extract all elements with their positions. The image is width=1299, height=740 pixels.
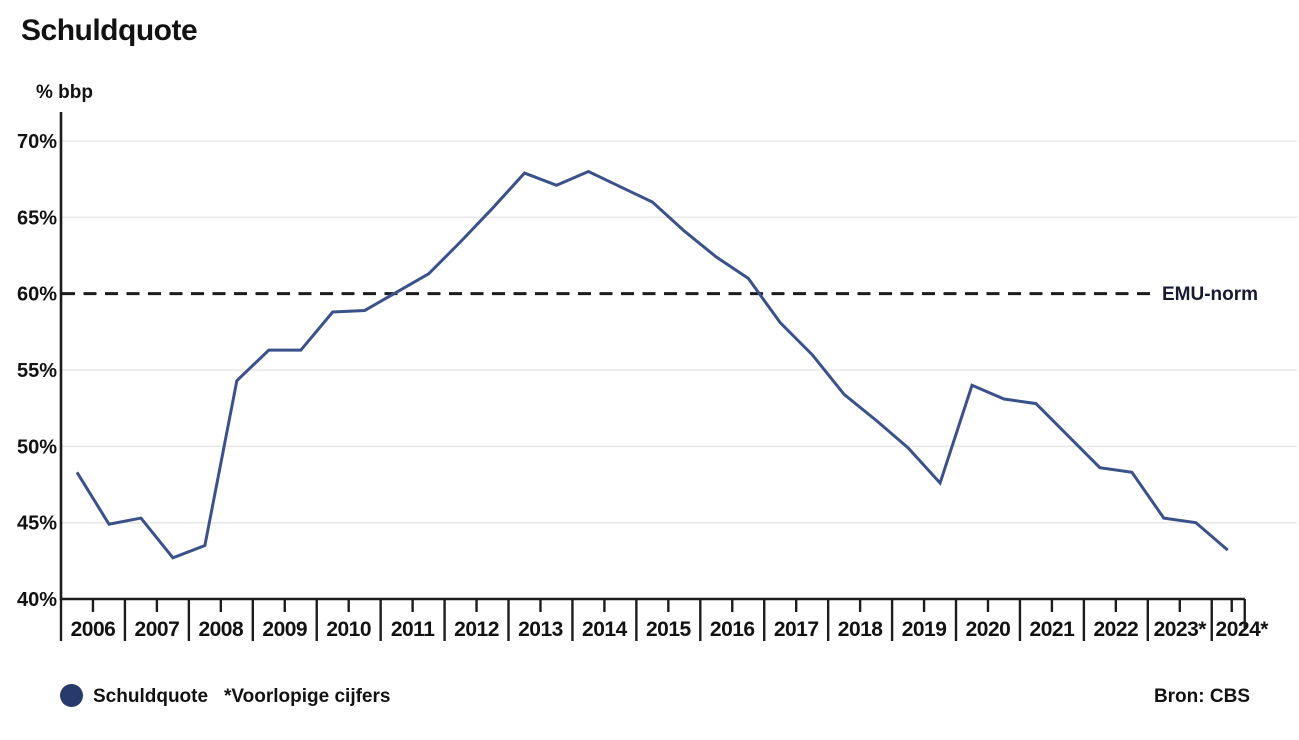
x-year-label: 2007 (135, 618, 180, 641)
preliminary-figures-note: *Voorlopige cijfers (224, 686, 391, 707)
x-year-label: 2020 (966, 618, 1011, 641)
x-year-label: 2023* (1154, 618, 1208, 641)
x-year-label: 2015 (646, 618, 692, 641)
legend-dot-icon (60, 684, 83, 707)
x-year-label: 2018 (838, 618, 884, 641)
x-year-label: 2019 (902, 618, 947, 641)
legend: Schuldquote *Voorlopige cijfers Bron: CB… (0, 680, 1299, 714)
x-year-label: 2010 (326, 618, 371, 641)
x-year-label: 2014 (582, 618, 628, 641)
emu-norm-label: EMU-norm (1162, 284, 1259, 305)
y-tick-label: 40% (17, 589, 57, 611)
x-year-label: 2009 (262, 618, 307, 641)
debt-ratio-line (75, 169, 1229, 560)
x-year-label: 2024* (1216, 618, 1270, 641)
x-year-label: 2021 (1030, 618, 1076, 641)
y-tick-label: 55% (17, 360, 57, 382)
y-axis-title: % bbp (36, 82, 93, 103)
x-year-label: 2006 (71, 618, 116, 641)
y-tick-label: 60% (17, 284, 57, 306)
x-year-label: 2016 (710, 618, 755, 641)
x-year-label: 2012 (454, 618, 499, 641)
x-year-label: 2022 (1093, 618, 1138, 641)
x-year-label: 2011 (391, 618, 435, 641)
y-tick-label: 65% (17, 207, 57, 229)
legend-series-label: Schuldquote (93, 686, 209, 707)
y-tick-label: 70% (17, 131, 57, 153)
y-tick-label: 45% (17, 513, 57, 535)
source-label: Bron: CBS (1153, 686, 1250, 707)
x-year-label: 2008 (198, 618, 244, 641)
y-tick-label: 50% (17, 436, 57, 458)
x-year-label: 2017 (774, 618, 819, 641)
page-title: Schuldquote (21, 14, 198, 47)
x-year-label: 2013 (518, 618, 563, 641)
